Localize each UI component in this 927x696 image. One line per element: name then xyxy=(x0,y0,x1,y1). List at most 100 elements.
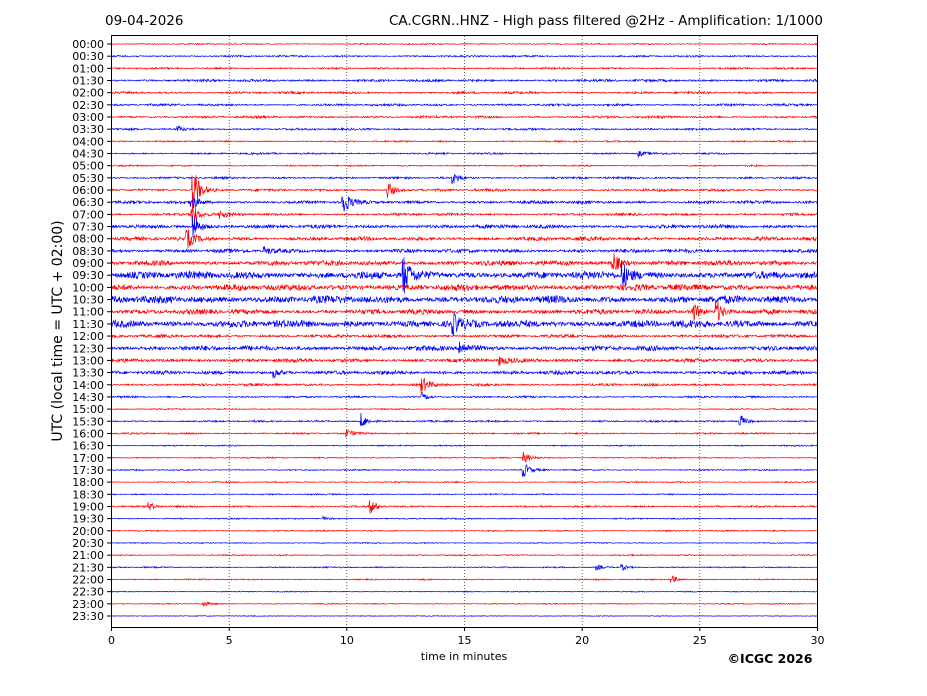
y-tick-label: 22:30 xyxy=(72,586,104,599)
trace-row xyxy=(111,341,818,354)
y-tick-label: 19:00 xyxy=(72,500,104,513)
y-tick-label: 03:30 xyxy=(72,123,104,136)
trace-row xyxy=(111,312,818,337)
y-tick-label: 11:30 xyxy=(72,318,104,331)
y-tick-label: 14:00 xyxy=(72,379,104,392)
y-tick-label: 20:00 xyxy=(72,525,104,538)
y-tick-label: 13:00 xyxy=(72,354,104,367)
trace-row xyxy=(111,392,818,400)
y-axis: 00:0000:3001:0001:3002:0002:3003:0003:30… xyxy=(72,38,111,623)
plot-frame xyxy=(111,35,818,628)
trace-row xyxy=(111,77,818,83)
trace-row xyxy=(111,377,818,393)
trace-row xyxy=(111,125,818,132)
grid-lines xyxy=(228,36,701,627)
y-tick-label: 11:00 xyxy=(72,306,104,319)
trace-row xyxy=(111,429,818,438)
y-tick-label: 06:30 xyxy=(72,196,104,209)
trace-row xyxy=(111,164,818,168)
x-tick-label: 5 xyxy=(226,634,233,647)
y-tick-label: 00:00 xyxy=(72,38,104,51)
y-tick-label: 13:30 xyxy=(72,367,104,380)
y-tick-label: 12:00 xyxy=(72,330,104,343)
trace-row xyxy=(111,174,818,185)
trace-row xyxy=(111,356,818,367)
trace-row xyxy=(111,283,818,292)
trace-row xyxy=(111,90,818,96)
trace-row xyxy=(111,529,818,533)
chart-title: CA.CGRN..HNZ - High pass filtered @2Hz -… xyxy=(389,13,823,29)
y-tick-label: 08:00 xyxy=(72,233,104,246)
y-tick-label: 08:30 xyxy=(72,245,104,258)
trace-row xyxy=(111,207,818,221)
trace-row xyxy=(111,515,818,521)
y-tick-label: 05:00 xyxy=(72,160,104,173)
y-tick-label: 07:00 xyxy=(72,208,104,221)
x-axis: 0 5 10 15 20 25 30 xyxy=(108,627,825,647)
trace-row xyxy=(111,590,818,594)
y-tick-label: 04:00 xyxy=(72,135,104,148)
y-tick-label: 21:00 xyxy=(72,549,104,562)
traces xyxy=(111,42,818,617)
trace-row xyxy=(111,300,818,321)
y-tick-label: 09:00 xyxy=(72,257,104,270)
y-tick-label: 17:00 xyxy=(72,452,104,465)
y-tick-label: 10:30 xyxy=(72,294,104,307)
y-tick-label: 16:30 xyxy=(72,440,104,453)
y-tick-label: 23:00 xyxy=(72,598,104,611)
y-tick-label: 22:00 xyxy=(72,573,104,586)
trace-row xyxy=(111,150,818,159)
trace-row xyxy=(111,102,818,108)
y-tick-label: 02:00 xyxy=(72,87,104,100)
trace-row xyxy=(111,333,818,339)
y-tick-label: 15:00 xyxy=(72,403,104,416)
copyright: ©ICGC 2026 xyxy=(728,651,813,666)
x-tick-label: 10 xyxy=(340,634,354,647)
y-tick-label: 19:30 xyxy=(72,513,104,526)
y-tick-label: 07:30 xyxy=(72,221,104,234)
trace-row xyxy=(111,563,818,572)
trace-row xyxy=(111,492,818,496)
trace-row xyxy=(111,66,818,71)
y-tick-label: 09:30 xyxy=(72,269,104,282)
x-tick-label: 0 xyxy=(108,634,115,647)
trace-row xyxy=(111,499,818,514)
trace-row xyxy=(111,229,818,249)
y-tick-label: 14:30 xyxy=(72,391,104,404)
trace-row xyxy=(111,464,818,477)
trace-row xyxy=(111,412,818,426)
trace-row xyxy=(111,196,818,212)
y-tick-label: 12:30 xyxy=(72,342,104,355)
trace-row xyxy=(111,444,818,448)
x-tick-label: 25 xyxy=(693,634,707,647)
y-tick-label: 00:30 xyxy=(72,50,104,63)
y-tick-label: 23:30 xyxy=(72,610,104,623)
trace-row xyxy=(111,369,818,379)
trace-row xyxy=(111,601,818,607)
y-tick-label: 18:00 xyxy=(72,476,104,489)
x-tick-label: 15 xyxy=(458,634,472,647)
trace-row xyxy=(111,553,818,557)
y-tick-label: 18:30 xyxy=(72,488,104,501)
y-tick-label: 16:00 xyxy=(72,427,104,440)
trace-row xyxy=(111,480,818,484)
y-tick-label: 20:30 xyxy=(72,537,104,550)
trace-row xyxy=(111,42,818,46)
y-axis-label: UTC (local time = UTC + 02:00) xyxy=(50,220,66,441)
date-label: 09-04-2026 xyxy=(105,13,183,29)
x-axis-label: time in minutes xyxy=(421,650,508,663)
y-tick-label: 03:00 xyxy=(72,111,104,124)
y-tick-label: 01:30 xyxy=(72,75,104,88)
trace-row xyxy=(111,114,818,120)
x-tick-label: 30 xyxy=(811,634,825,647)
y-tick-label: 01:00 xyxy=(72,62,104,75)
trace-row xyxy=(111,215,818,238)
trace-row xyxy=(111,294,818,305)
y-tick-label: 04:30 xyxy=(72,148,104,161)
trace-row xyxy=(111,451,818,463)
trace-row xyxy=(111,139,818,144)
y-tick-label: 15:30 xyxy=(72,415,104,428)
y-tick-label: 06:00 xyxy=(72,184,104,197)
trace-row xyxy=(111,246,818,255)
